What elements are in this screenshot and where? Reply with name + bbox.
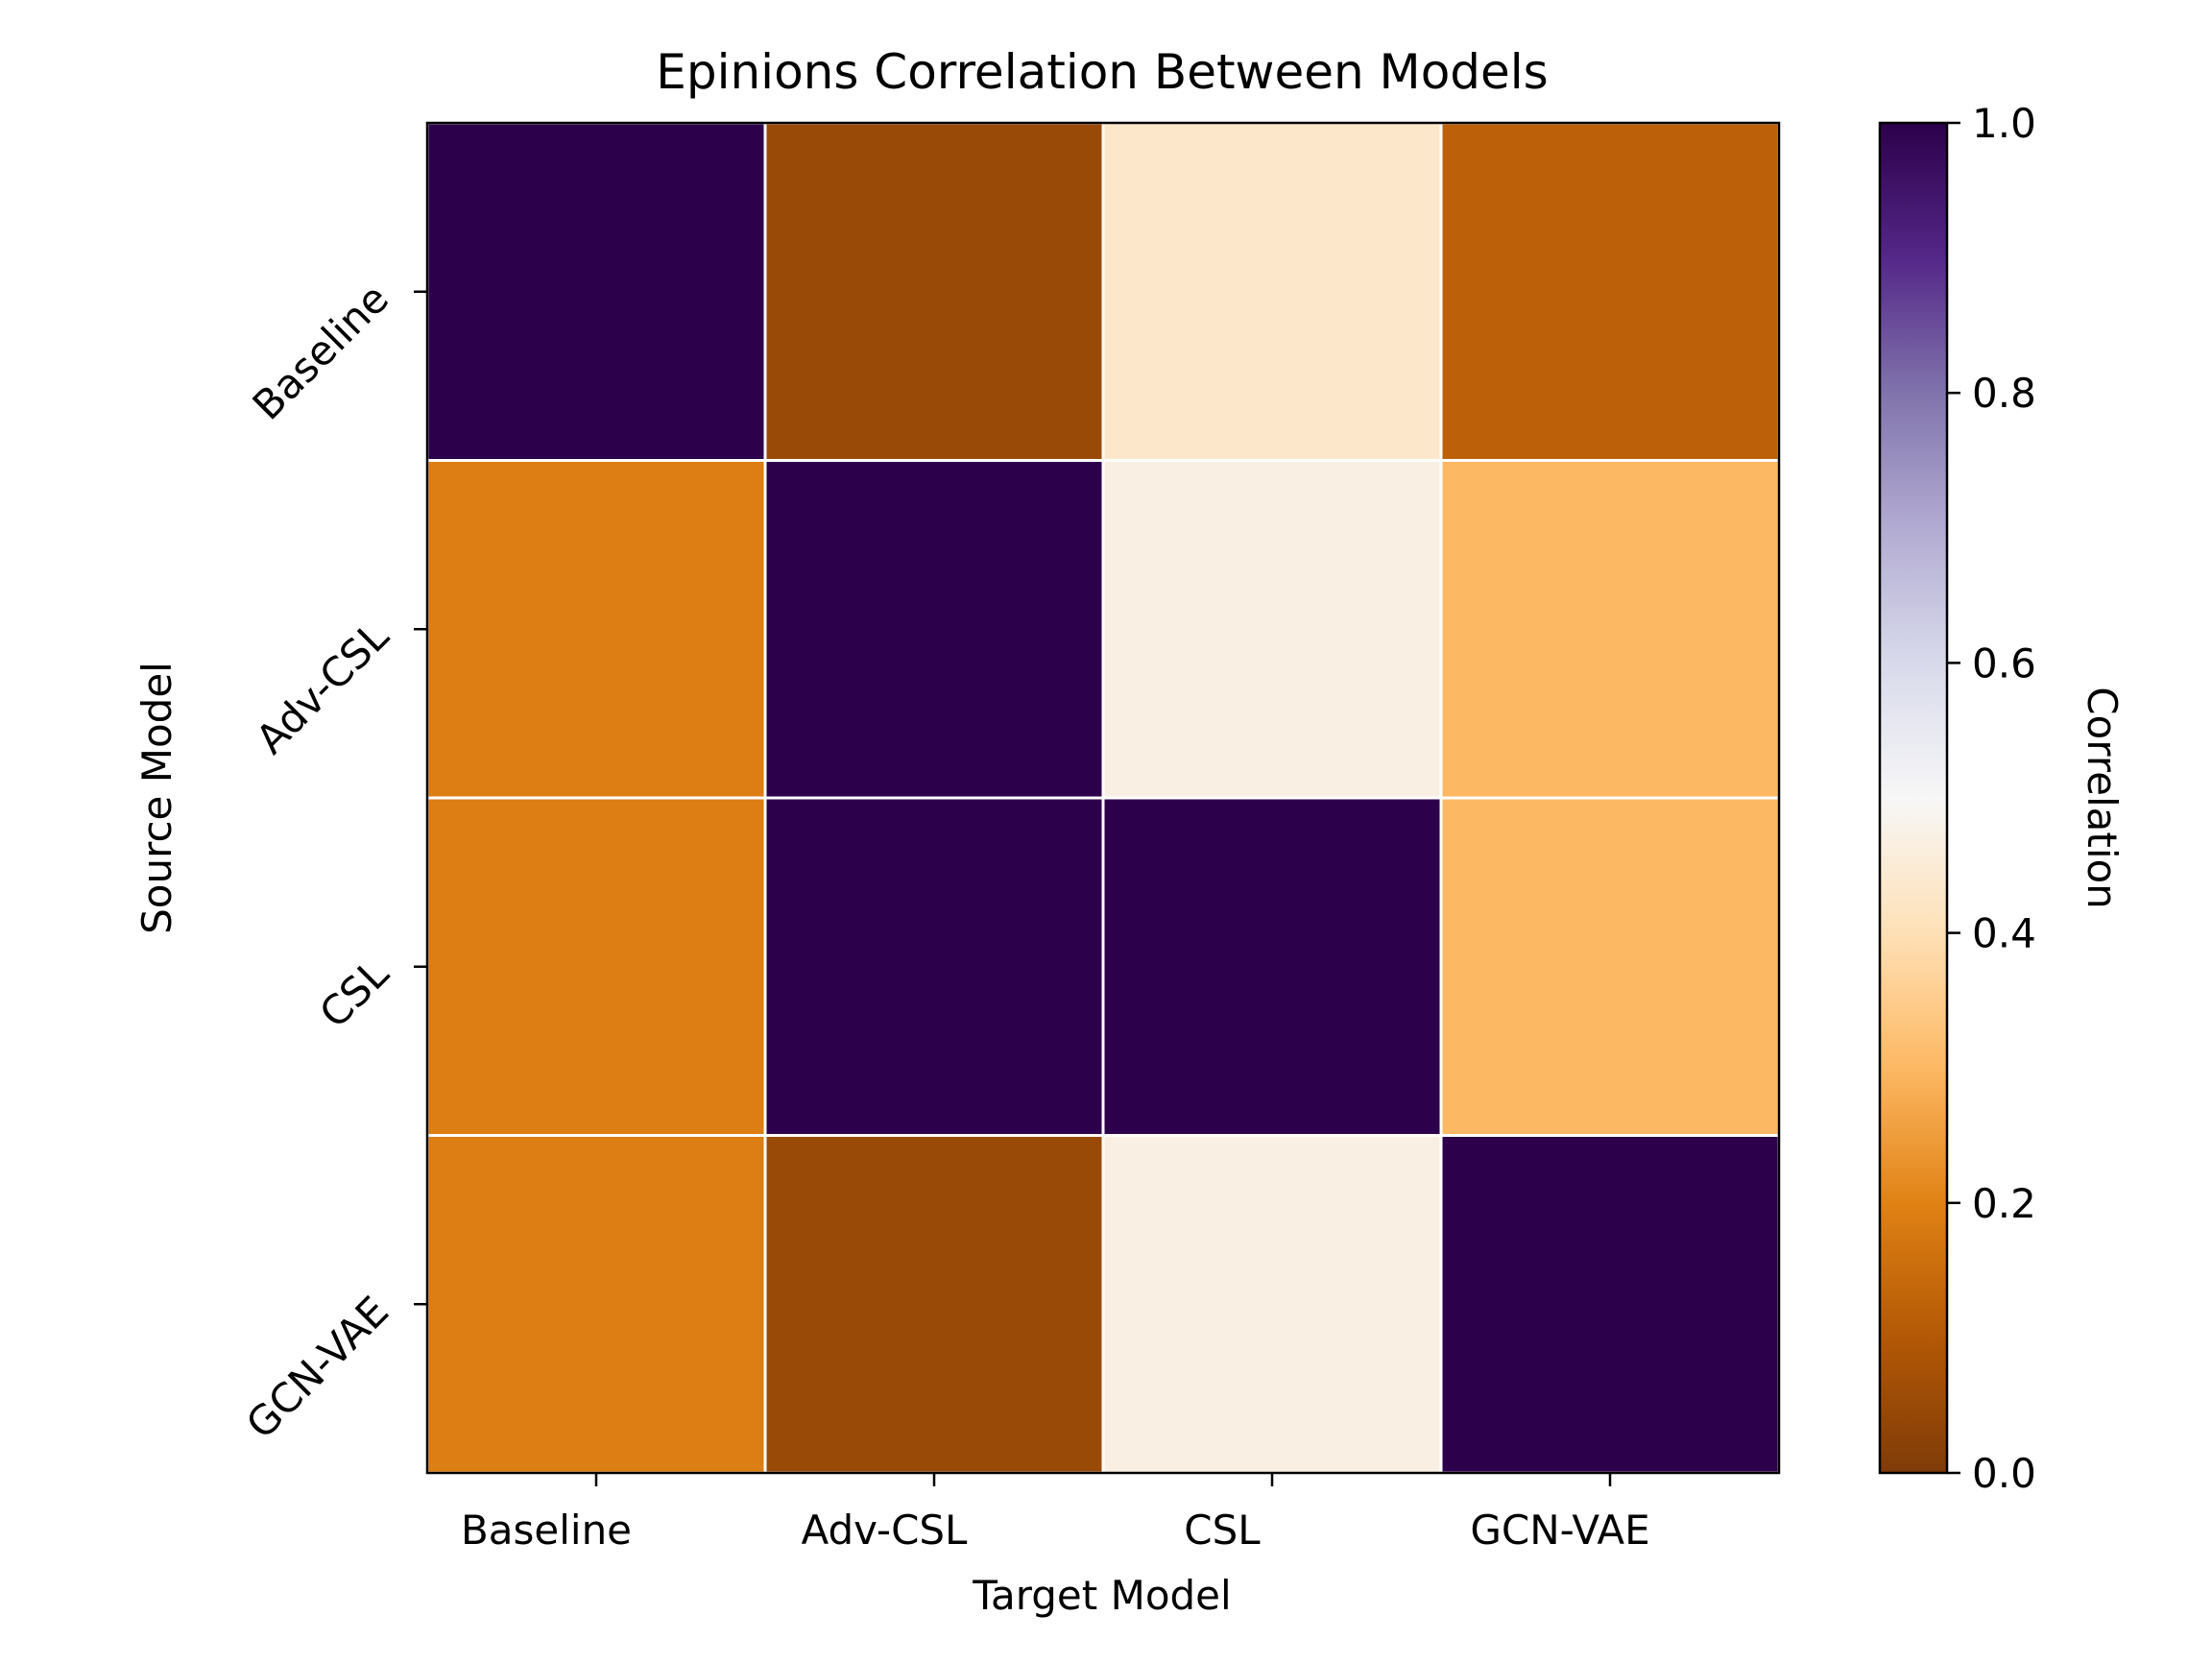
heatmap-cell bbox=[1439, 796, 1781, 1137]
heatmap-cell bbox=[425, 459, 767, 800]
y-tick-label: Adv-CSL bbox=[247, 612, 397, 762]
heatmap-cell bbox=[1101, 796, 1443, 1137]
colorbar-tick-label: 0.4 bbox=[1972, 910, 2036, 957]
heatmap-cell bbox=[425, 1134, 767, 1475]
heatmap-cell bbox=[1101, 1134, 1443, 1475]
colorbar-tick-label: 0.8 bbox=[1972, 370, 2036, 417]
heatmap-cell bbox=[1439, 459, 1781, 800]
x-tick-label: CSL bbox=[1184, 1507, 1261, 1554]
colorbar-tick-label: 0.2 bbox=[1972, 1180, 2036, 1227]
heatmap-cell bbox=[763, 796, 1105, 1137]
heatmap-cell bbox=[1439, 121, 1781, 462]
heatmap-cell bbox=[763, 459, 1105, 800]
y-axis-ticks: Baseline Adv-CSL CSL GCN-VAE bbox=[237, 275, 427, 1448]
heatmap-cell bbox=[763, 1134, 1105, 1475]
heatmap-cell bbox=[1101, 459, 1443, 800]
x-tick-label: Baseline bbox=[461, 1507, 632, 1554]
heatmap-cells bbox=[425, 121, 1781, 1475]
heatmap-cell bbox=[1439, 1134, 1781, 1475]
y-tick-label: GCN-VAE bbox=[237, 1288, 397, 1448]
heatmap-cell bbox=[425, 121, 767, 462]
x-axis-ticks: Baseline Adv-CSL CSL GCN-VAE bbox=[461, 1473, 1650, 1554]
x-tick-label: GCN-VAE bbox=[1470, 1507, 1649, 1554]
chart-title: Epinions Correlation Between Models bbox=[656, 44, 1548, 100]
y-tick-label: CSL bbox=[310, 950, 397, 1037]
x-axis-label: Target Model bbox=[972, 1572, 1231, 1619]
colorbar-label: Correlation bbox=[2079, 687, 2126, 909]
heatmap-cell bbox=[425, 796, 767, 1137]
colorbar bbox=[1878, 121, 1949, 1475]
colorbar-ticks: 0.0 0.2 0.4 0.6 0.8 1.0 bbox=[1947, 100, 2036, 1497]
heatmap-cell bbox=[763, 121, 1105, 462]
x-tick-label: Adv-CSL bbox=[802, 1507, 969, 1554]
colorbar-tick-label: 0.0 bbox=[1972, 1450, 2036, 1497]
plot-frame bbox=[425, 121, 1781, 1475]
colorbar-tick-label: 1.0 bbox=[1972, 100, 2036, 147]
y-axis-label: Source Model bbox=[133, 662, 180, 934]
y-tick-label: Baseline bbox=[244, 275, 398, 429]
heatmap-cell bbox=[1101, 121, 1443, 462]
colorbar-tick-label: 0.6 bbox=[1972, 639, 2036, 687]
